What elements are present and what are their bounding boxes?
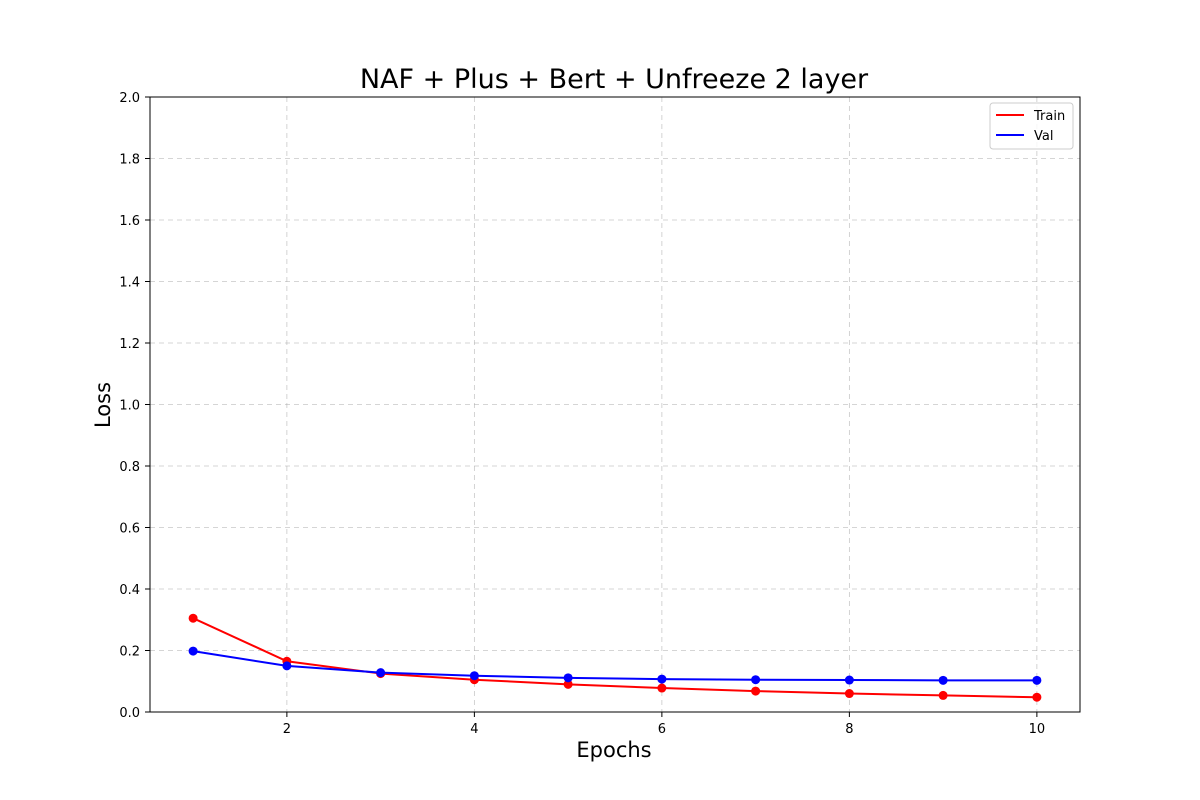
train-series-line bbox=[192, 617, 1037, 699]
x-tick-label: 2 bbox=[283, 722, 291, 737]
val-data-point bbox=[1032, 675, 1042, 685]
train-data-point bbox=[563, 679, 573, 689]
y-tick-label: 1.6 bbox=[119, 214, 140, 229]
chart-title: NAF + Plus + Bert + Unfreeze 2 layer bbox=[360, 64, 869, 95]
val-data-point bbox=[938, 675, 948, 685]
y-tick-label: 1.4 bbox=[119, 276, 140, 291]
val-series-line bbox=[192, 650, 1037, 682]
x-tick-label: 4 bbox=[470, 722, 478, 737]
y-tick-label: 0.0 bbox=[119, 706, 140, 721]
x-tick-label: 8 bbox=[845, 722, 853, 737]
val-data-point bbox=[188, 646, 198, 656]
y-tick-label: 1.0 bbox=[119, 399, 140, 414]
x-axis-label: Epochs bbox=[576, 738, 651, 762]
train-data-point bbox=[844, 689, 854, 699]
train-data-point bbox=[657, 683, 667, 693]
y-tick-label: 0.4 bbox=[119, 583, 140, 598]
val-data-point bbox=[657, 674, 667, 684]
legend: Train Val bbox=[989, 102, 1074, 150]
val-data-point bbox=[751, 675, 761, 685]
x-tick-label: 6 bbox=[658, 722, 666, 737]
y-tick-label: 0.8 bbox=[119, 460, 140, 475]
val-data-point bbox=[844, 675, 854, 685]
train-data-point bbox=[188, 613, 198, 623]
x-tick-label: 10 bbox=[1029, 722, 1046, 737]
y-axis-label: Loss bbox=[91, 382, 115, 428]
val-data-point bbox=[376, 668, 386, 678]
legend-val-label: Val bbox=[1034, 129, 1053, 144]
val-data-point bbox=[282, 661, 292, 671]
legend-train-label: Train bbox=[1033, 109, 1065, 124]
val-data-point bbox=[563, 673, 573, 683]
y-tick-label: 1.8 bbox=[119, 153, 140, 168]
y-tick-label: 2.0 bbox=[119, 91, 140, 106]
train-data-point bbox=[751, 686, 761, 696]
y-tick-label: 1.2 bbox=[119, 337, 140, 352]
series-layer bbox=[188, 613, 1042, 702]
train-data-point bbox=[938, 690, 948, 700]
y-tick-label: 0.2 bbox=[119, 645, 140, 660]
y-tick-label: 0.6 bbox=[119, 522, 140, 537]
axis-ticks: 2 4 6 8 10 0.0 0.2 0.4 0.6 0.8 1.0 1.2 1.4 1.6 1.8 2.0 bbox=[119, 91, 1045, 737]
val-data-point bbox=[469, 671, 479, 681]
train-data-point bbox=[1032, 692, 1042, 702]
